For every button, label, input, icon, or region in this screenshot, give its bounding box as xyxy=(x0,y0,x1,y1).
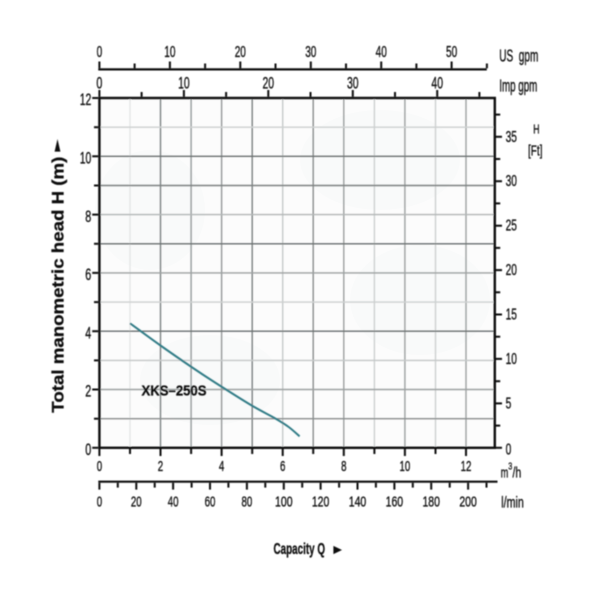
svg-text:Imp gpm: Imp gpm xyxy=(499,76,537,96)
svg-text:0: 0 xyxy=(97,44,103,61)
svg-text:40: 40 xyxy=(376,44,387,61)
svg-text:8: 8 xyxy=(85,207,91,226)
svg-text:30: 30 xyxy=(506,173,518,190)
svg-text:200: 200 xyxy=(459,494,477,511)
svg-text:25: 25 xyxy=(506,218,517,235)
svg-text:10: 10 xyxy=(400,458,411,475)
svg-text:3: 3 xyxy=(508,462,512,473)
svg-text:20: 20 xyxy=(263,74,275,93)
svg-text:5: 5 xyxy=(506,395,512,412)
svg-text:10: 10 xyxy=(178,74,190,93)
svg-text:140: 140 xyxy=(349,494,367,511)
svg-text:H: H xyxy=(533,121,539,136)
svg-text:2: 2 xyxy=(158,458,163,475)
svg-text:60: 60 xyxy=(205,494,216,511)
svg-text:0: 0 xyxy=(85,440,91,459)
svg-text:12: 12 xyxy=(80,90,92,109)
svg-text:20: 20 xyxy=(131,494,142,511)
svg-text:4: 4 xyxy=(85,323,91,342)
svg-text:10: 10 xyxy=(80,149,92,168)
svg-text:40: 40 xyxy=(431,74,443,93)
svg-text:XKS–250S: XKS–250S xyxy=(142,383,207,400)
svg-text:m: m xyxy=(501,464,509,481)
svg-text:0: 0 xyxy=(96,74,102,93)
svg-text:80: 80 xyxy=(242,494,253,511)
svg-text:100: 100 xyxy=(275,494,293,511)
svg-text:2: 2 xyxy=(85,382,91,401)
svg-text:50: 50 xyxy=(446,44,457,61)
svg-text:0: 0 xyxy=(97,458,102,475)
svg-text:10: 10 xyxy=(506,351,518,368)
svg-text:40: 40 xyxy=(168,494,179,511)
svg-text:6: 6 xyxy=(85,265,91,284)
svg-text:Capacity Q: Capacity Q xyxy=(274,541,326,558)
svg-text:30: 30 xyxy=(305,44,316,61)
svg-text:10: 10 xyxy=(164,44,175,61)
svg-text:160: 160 xyxy=(386,494,404,511)
svg-text:20: 20 xyxy=(235,44,246,61)
svg-text:180: 180 xyxy=(422,494,440,511)
svg-text:/h: /h xyxy=(513,464,522,481)
svg-text:35: 35 xyxy=(506,129,517,146)
svg-text:0: 0 xyxy=(506,442,512,459)
svg-text:Total manometric head H (m): Total manometric head H (m) xyxy=(49,157,68,413)
svg-text:6: 6 xyxy=(280,458,285,475)
svg-text:US gpm: US gpm xyxy=(499,45,538,65)
svg-text:4: 4 xyxy=(219,458,224,475)
svg-text:8: 8 xyxy=(341,458,346,475)
svg-text:30: 30 xyxy=(347,74,359,93)
svg-text:[Ft]: [Ft] xyxy=(528,143,543,160)
svg-text:12: 12 xyxy=(461,458,472,475)
svg-text:l/min: l/min xyxy=(501,495,524,512)
svg-text:120: 120 xyxy=(312,494,330,511)
svg-text:0: 0 xyxy=(97,494,102,511)
svg-text:15: 15 xyxy=(506,307,517,324)
svg-text:20: 20 xyxy=(506,262,518,279)
